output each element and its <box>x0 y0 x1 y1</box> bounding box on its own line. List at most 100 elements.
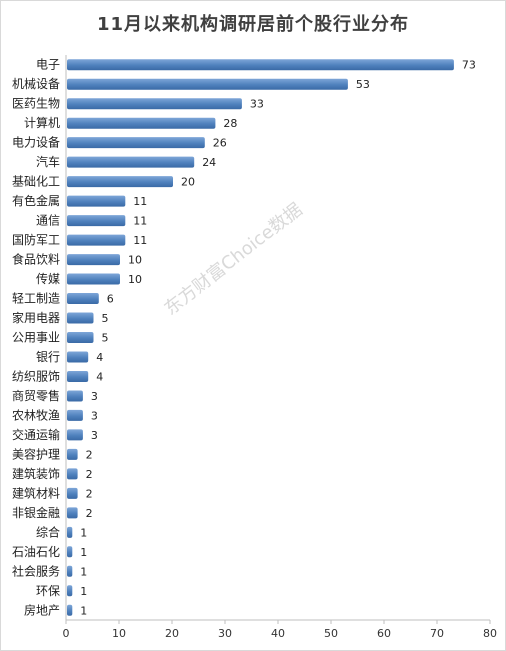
value-label: 53 <box>356 78 370 91</box>
value-label: 1 <box>80 546 87 559</box>
bar <box>67 254 120 266</box>
bar <box>67 215 126 227</box>
category-label: 农林牧渔 <box>12 408 60 422</box>
value-label: 11 <box>133 215 147 228</box>
bar <box>67 293 99 305</box>
value-label: 1 <box>80 526 87 539</box>
bar <box>67 507 78 519</box>
bar <box>67 117 216 129</box>
category-label: 轻工制造 <box>12 292 60 306</box>
category-label: 银行 <box>36 350 60 364</box>
value-label: 2 <box>86 507 93 520</box>
x-tick-label: 80 <box>483 627 497 640</box>
x-tick-label: 0 <box>63 627 70 640</box>
bar <box>67 312 94 324</box>
category-label: 商贸零售 <box>12 388 60 403</box>
value-label: 33 <box>250 98 264 111</box>
value-label: 1 <box>80 565 87 578</box>
bar <box>67 234 126 246</box>
category-label: 基础化工 <box>12 175 60 189</box>
value-label: 1 <box>80 585 87 598</box>
bar <box>67 585 73 597</box>
bar <box>67 546 73 558</box>
category-label: 环保 <box>36 584 60 598</box>
x-tick-label: 60 <box>377 627 391 640</box>
value-label: 26 <box>213 137 227 150</box>
category-label: 非银金融 <box>12 505 60 520</box>
x-tick-label: 30 <box>218 627 232 640</box>
category-label: 家用电器 <box>12 310 60 325</box>
value-label: 3 <box>91 390 98 403</box>
value-label: 11 <box>133 195 147 208</box>
category-label: 有色金属 <box>12 193 60 208</box>
bar <box>67 98 242 110</box>
value-label: 10 <box>128 273 142 286</box>
bar <box>67 429 83 441</box>
category-label: 计算机 <box>24 115 60 130</box>
category-label: 传媒 <box>36 271 60 286</box>
x-tick-label: 50 <box>324 627 338 640</box>
bar <box>67 468 78 480</box>
value-label: 10 <box>128 254 142 267</box>
value-label: 1 <box>80 604 87 617</box>
value-label: 73 <box>462 59 476 72</box>
value-label: 3 <box>91 429 98 442</box>
category-label: 电力设备 <box>12 136 60 150</box>
category-label: 建筑材料 <box>12 485 60 500</box>
value-label: 6 <box>107 293 114 306</box>
value-label: 2 <box>86 448 93 461</box>
bar <box>67 351 89 363</box>
chart-title: 11月以来机构调研居前个股行业分布 <box>96 14 410 35</box>
category-label: 机械设备 <box>12 76 60 91</box>
bar <box>67 195 126 207</box>
category-label: 建筑装饰 <box>12 466 60 481</box>
category-label: 食品饮料 <box>12 252 60 267</box>
category-label: 石油石化 <box>12 545 60 559</box>
value-label: 2 <box>86 468 93 481</box>
value-label: 11 <box>133 234 147 247</box>
bar <box>67 156 195 168</box>
bar <box>67 526 73 538</box>
bar <box>67 176 173 188</box>
value-label: 28 <box>223 117 237 130</box>
x-tick-label: 20 <box>165 627 179 640</box>
bar <box>67 448 78 460</box>
bar <box>67 59 454 71</box>
bar <box>67 332 94 343</box>
category-label: 纺织服饰 <box>12 369 60 383</box>
bar <box>67 390 83 402</box>
x-axis: 0 10 20 30 40 50 60 70 80 <box>63 55 497 640</box>
bar <box>67 78 348 90</box>
x-tick-label: 70 <box>430 627 444 640</box>
bar <box>67 409 83 421</box>
bar <box>67 604 73 616</box>
bar <box>67 565 73 577</box>
bar <box>67 137 205 149</box>
category-label: 房地产 <box>24 602 60 617</box>
category-label: 综合 <box>36 524 60 539</box>
bar <box>67 273 120 285</box>
category-label: 电子 <box>36 58 60 72</box>
category-label: 通信 <box>36 214 60 228</box>
category-label: 美容护理 <box>12 446 60 461</box>
value-label: 20 <box>181 176 195 189</box>
value-label: 5 <box>102 332 109 345</box>
value-label: 4 <box>96 351 103 364</box>
category-label: 社会服务 <box>12 563 60 578</box>
value-label: 5 <box>102 312 109 325</box>
value-label: 2 <box>86 487 93 500</box>
value-label: 4 <box>96 370 103 383</box>
bar <box>67 487 78 499</box>
category-label: 汽车 <box>36 154 60 169</box>
x-tick-label: 40 <box>271 627 285 640</box>
value-label: 24 <box>202 156 216 169</box>
category-label: 国防军工 <box>12 232 60 247</box>
x-tick-label: 10 <box>112 627 126 640</box>
category-label: 公用事业 <box>12 331 60 345</box>
category-label: 医药生物 <box>12 97 60 111</box>
bar <box>67 370 89 382</box>
category-label: 交通运输 <box>12 427 60 442</box>
value-label: 3 <box>91 409 98 422</box>
